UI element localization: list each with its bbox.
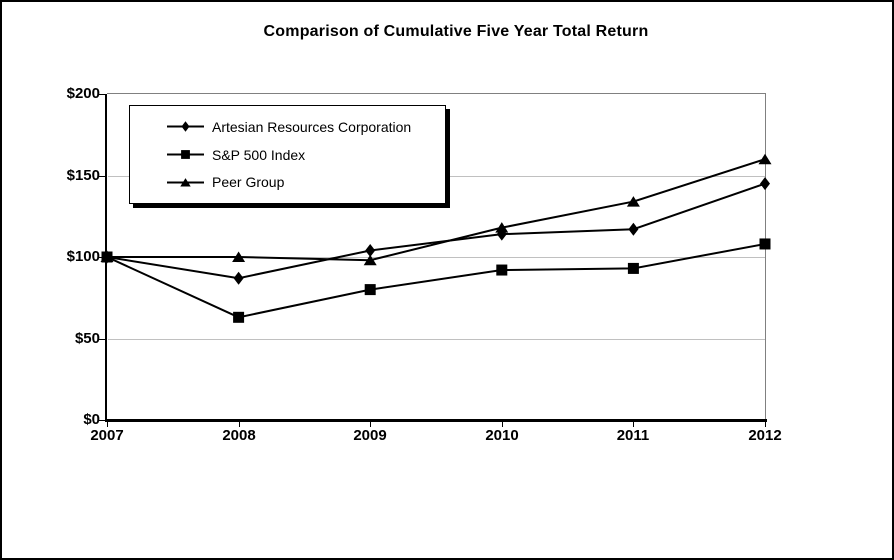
x-axis-line: [105, 419, 767, 422]
square-marker-s-p-500-index: [496, 264, 508, 276]
square-marker-s-p-500-index: [627, 262, 639, 274]
x-axis-tick: [502, 422, 503, 427]
x-axis-tick: [107, 422, 108, 427]
square-marker-s-p-500-index: [759, 238, 771, 250]
square-marker-s-p-500-index: [181, 150, 190, 159]
diamond-marker-artesian-resources-corporation: [233, 271, 244, 285]
y-axis-label: $200: [66, 85, 100, 102]
series-line-s-p-500-index: [106, 242, 766, 319]
triangle-marker-peer-group: [232, 251, 246, 262]
legend-label-peer-group: Peer Group: [212, 174, 285, 191]
y-axis-tick: [99, 176, 105, 177]
y-axis-tick: [99, 339, 105, 340]
legend-item-peer-group: Peer Group: [167, 174, 445, 191]
diamond-legend-key-icon: [167, 121, 204, 132]
series-line-peer-group: [107, 158, 766, 262]
diamond-marker-artesian-resources-corporation: [365, 243, 376, 257]
series-line-artesian-resources-corporation: [106, 182, 766, 280]
x-axis-tick: [633, 422, 634, 427]
diamond-marker-artesian-resources-corporation: [628, 222, 639, 236]
legend-label-artesian-resources-corporation: Artesian Resources Corporation: [212, 118, 412, 135]
diamond-marker-artesian-resources-corporation: [496, 227, 507, 241]
gridline-100: [108, 257, 765, 258]
x-axis-tick: [765, 422, 766, 427]
triangle-marker-peer-group: [363, 254, 377, 266]
y-axis-label: $150: [66, 167, 100, 184]
y-axis-label: $100: [66, 248, 100, 265]
diamond-marker-artesian-resources-corporation: [760, 177, 770, 191]
triangle-marker-peer-group: [180, 177, 191, 187]
triangle-legend-key-icon: [167, 177, 204, 187]
x-axis-label: 2012: [748, 427, 782, 444]
plot-border-top: [107, 93, 766, 94]
x-axis-tick: [239, 422, 240, 427]
x-axis-tick: [370, 422, 371, 427]
legend-label-s-p-500-index: S&P 500 Index: [212, 146, 306, 163]
triangle-marker-peer-group: [758, 153, 772, 165]
x-axis-label: 2009: [353, 427, 387, 444]
y-axis-tick: [99, 420, 105, 421]
legend-item-s-p-500-index: S&P 500 Index: [167, 146, 445, 163]
y-axis-tick: [99, 94, 105, 95]
x-axis-label: 2011: [616, 427, 650, 444]
square-marker-s-p-500-index: [364, 284, 376, 296]
chart-title: Comparison of Cumulative Five Year Total…: [263, 23, 649, 40]
x-axis-label: 2010: [485, 427, 519, 444]
legend: Artesian Resources Corporation S&P 500 In…: [129, 105, 446, 204]
square-legend-key-icon: [167, 150, 204, 159]
plot-border-right: [765, 93, 766, 422]
square-marker-s-p-500-index: [233, 311, 245, 323]
triangle-marker-peer-group: [495, 222, 509, 233]
square-marker-s-p-500-index: [101, 251, 113, 263]
x-axis-label: 2007: [90, 427, 124, 444]
y-axis-label: $0: [83, 411, 100, 428]
gridline-50: [108, 339, 765, 340]
legend-item-artesian-resources-corporation: Artesian Resources Corporation: [167, 118, 445, 135]
x-axis-label: 2008: [222, 427, 256, 444]
diamond-marker-artesian-resources-corporation: [181, 121, 190, 132]
series-plot: [100, 153, 772, 323]
y-axis-label: $50: [74, 330, 100, 347]
triangle-marker-peer-group: [626, 196, 640, 207]
